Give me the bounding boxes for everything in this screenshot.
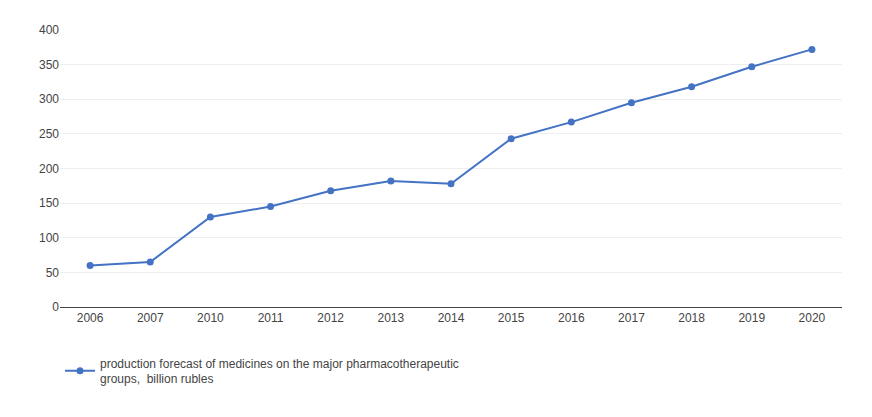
svg-text:50: 50 <box>46 266 60 280</box>
svg-text:2017: 2017 <box>618 311 645 325</box>
svg-text:300: 300 <box>39 92 59 106</box>
svg-text:2011: 2011 <box>258 311 284 325</box>
svg-text:200: 200 <box>39 162 59 176</box>
svg-text:150: 150 <box>39 196 59 210</box>
svg-text:2015: 2015 <box>498 311 525 325</box>
svg-text:2018: 2018 <box>678 311 705 325</box>
svg-text:2019: 2019 <box>738 311 765 325</box>
svg-text:250: 250 <box>39 127 59 141</box>
svg-text:2016: 2016 <box>558 311 585 325</box>
svg-text:production forecast of medicin: production forecast of medicines on the … <box>100 357 459 387</box>
svg-text:2010: 2010 <box>197 311 224 325</box>
svg-text:100: 100 <box>39 231 59 245</box>
svg-text:0: 0 <box>52 300 59 314</box>
svg-text:2006: 2006 <box>77 311 104 325</box>
svg-text:400: 400 <box>39 23 59 37</box>
svg-text:2013: 2013 <box>377 311 404 325</box>
svg-text:2020: 2020 <box>799 311 826 325</box>
svg-text:2012: 2012 <box>317 311 344 325</box>
svg-text:350: 350 <box>39 58 59 72</box>
svg-text:2014: 2014 <box>438 311 465 325</box>
svg-text:2007: 2007 <box>137 311 164 325</box>
